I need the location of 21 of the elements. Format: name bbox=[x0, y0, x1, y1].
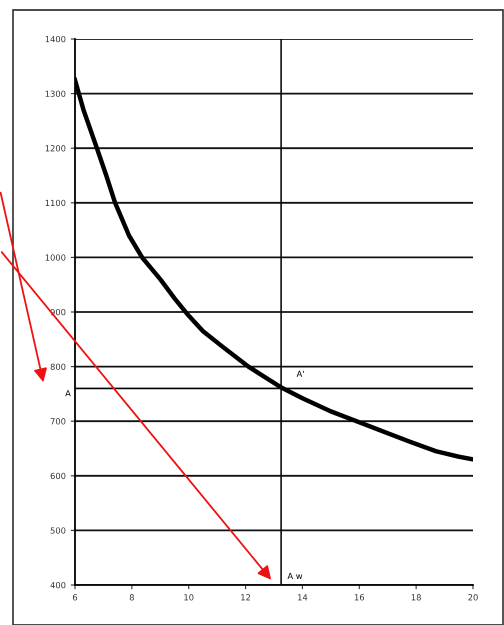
y-tick-label: 800 bbox=[50, 364, 66, 370]
y-tick-label: 600 bbox=[50, 472, 66, 480]
y-tick-label: 1200 bbox=[46, 145, 66, 152]
y-tick-label: 1400 bbox=[46, 36, 66, 42]
y-tick-label: 700 bbox=[50, 418, 66, 424]
y-tick-label: 400 bbox=[50, 582, 66, 588]
y-tick-label: 1300 bbox=[46, 90, 66, 97]
ref-line-label: A bbox=[65, 390, 71, 396]
x-tick-label: 10 bbox=[184, 594, 194, 600]
x-tick-label: 14 bbox=[298, 594, 308, 600]
x-tick-label: 16 bbox=[354, 594, 364, 600]
y-tick-label: 1100 bbox=[46, 200, 66, 206]
x-tick-label: 12 bbox=[241, 594, 250, 600]
x-tick-label: 18 bbox=[412, 594, 421, 600]
x-tick-label: 6 bbox=[72, 594, 78, 600]
x-tick-label: 8 bbox=[130, 594, 134, 600]
y-tick-label: 500 bbox=[50, 527, 66, 534]
annotation: A' bbox=[296, 370, 304, 377]
y-tick-label: 1000 bbox=[46, 254, 66, 261]
x-tick-label: 20 bbox=[468, 594, 478, 600]
ref-line-label: A w bbox=[287, 572, 302, 579]
